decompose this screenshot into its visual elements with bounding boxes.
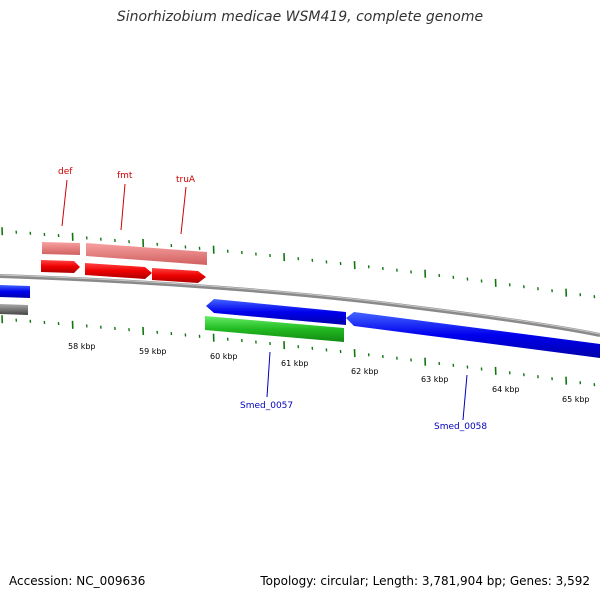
gene-truA-arrow[interactable] xyxy=(152,268,206,283)
gene-fmt-arrow[interactable] xyxy=(85,263,152,279)
rna-feature-green[interactable] xyxy=(205,316,344,342)
scale-label-64kbp: 64 kbp xyxy=(492,385,520,394)
genome-title: Sinorhizobium medicae WSM419, complete g… xyxy=(116,9,484,25)
scale-label-59kbp: 59 kbp xyxy=(139,347,167,356)
gene-fmt-truA-highlight[interactable] xyxy=(86,243,207,265)
gene-def-highlight[interactable] xyxy=(42,242,80,255)
gene-smed-0058-callout xyxy=(462,374,468,421)
gene-smed-0057-arrow[interactable] xyxy=(206,299,346,325)
gene-label-def[interactable]: def xyxy=(58,167,73,177)
accession-text: Accession: NC_009636 xyxy=(9,574,146,588)
gene-smed-0057-callout xyxy=(266,351,271,398)
gene-truA-callout xyxy=(180,186,187,235)
scale-label-63kbp: 63 kbp xyxy=(421,375,449,384)
lower-tick-row xyxy=(1,315,596,387)
gene-def-arrow[interactable] xyxy=(41,260,80,273)
gene-smed-0058-arrow[interactable] xyxy=(346,312,600,358)
gray-feature-left-partial[interactable] xyxy=(0,304,28,315)
gene-label-fmt[interactable]: fmt xyxy=(117,171,133,181)
scale-label-60kbp: 60 kbp xyxy=(210,352,238,361)
chromosome-backbone xyxy=(0,274,600,337)
genome-summary-text: Topology: circular; Length: 3,781,904 bp… xyxy=(260,574,590,588)
upper-tick-row xyxy=(1,227,596,299)
gene-label-smed-0057[interactable]: Smed_0057 xyxy=(240,401,293,411)
scale-label-58kbp: 58 kbp xyxy=(68,342,96,351)
scale-label-62kbp: 62 kbp xyxy=(351,367,379,376)
scale-label-61kbp: 61 kbp xyxy=(281,359,309,368)
gene-label-smed-0058[interactable]: Smed_0058 xyxy=(434,422,487,432)
scale-label-65kbp: 65 kbp xyxy=(562,395,590,404)
gene-def-callout xyxy=(61,179,68,227)
reverse-cds-left-partial[interactable] xyxy=(0,285,30,298)
gene-label-truA[interactable]: truA xyxy=(176,175,196,185)
chromosome-backbone-highlight xyxy=(0,274,600,335)
gene-fmt-callout xyxy=(120,183,126,231)
